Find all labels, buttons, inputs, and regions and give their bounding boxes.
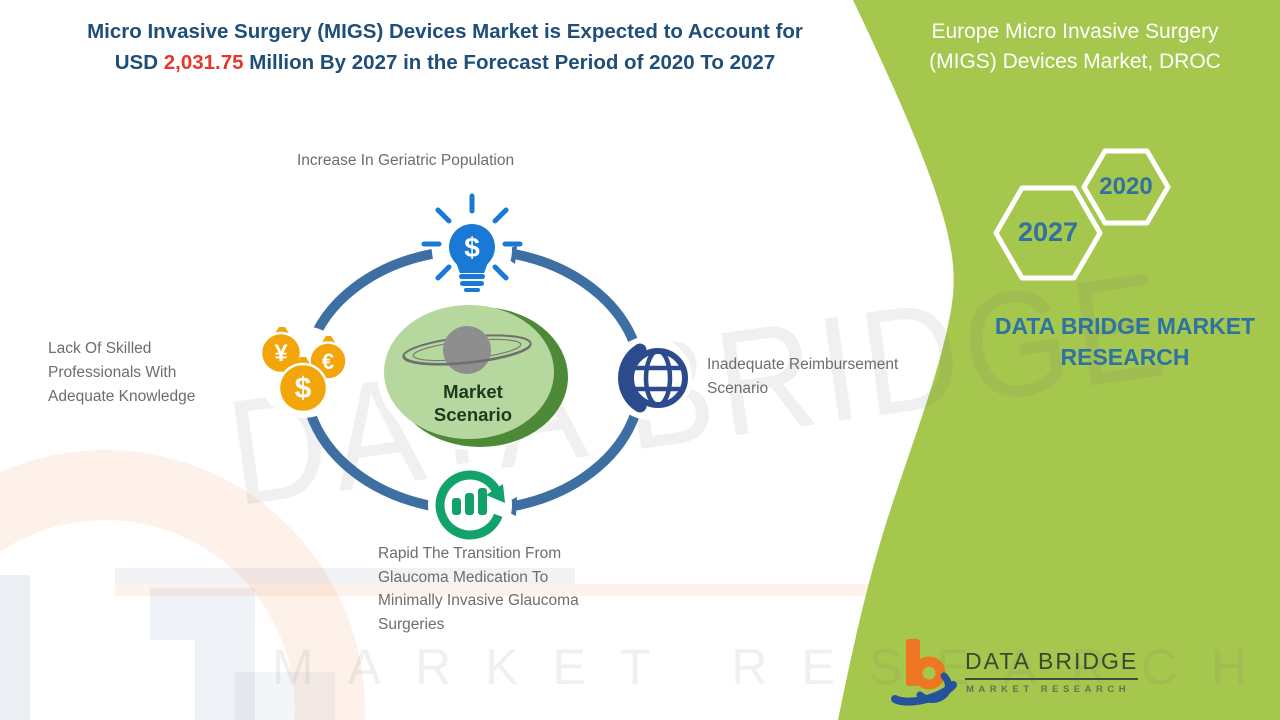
center-label-line2: Scenario <box>433 404 513 425</box>
side-panel-heading: Europe Micro Invasive Surgery (MIGS) Dev… <box>929 20 1221 73</box>
center-label-line1: Market <box>443 381 503 402</box>
factor-label-right: Inadequate Reimbursement Scenario <box>707 356 899 397</box>
brand-wordmark: DATA BRIDGE MARKET RESEARCH <box>994 313 1256 370</box>
arc-bottom-left <box>305 409 434 512</box>
title-amount: 2,031.75 <box>163 51 244 74</box>
page-title-line1: Micro Invasive Surgery (MIGS) Devices Ma… <box>87 20 803 43</box>
watermark-square-shape <box>235 672 335 720</box>
globe-phone-icon <box>618 343 688 413</box>
footer-logo-tagline: MARKET RESEARCH <box>966 684 1131 695</box>
title-suffix: Million By 2027 in the Forecast Period o… <box>249 51 776 74</box>
dollar-glyph: $ <box>464 232 480 263</box>
title-usd: USD <box>114 51 159 74</box>
hexagon-outlines <box>993 148 1171 281</box>
page-title-line2: USD 2,031.75 Million By 2027 in the Fore… <box>30 47 860 78</box>
yen-glyph: ¥ <box>274 340 288 367</box>
factor-label-left: Lack Of Skilled Professionals With Adequ… <box>48 340 196 405</box>
lightbulb-dollar-icon: $ <box>421 193 523 292</box>
growth-cycle-icon <box>435 470 505 540</box>
saturn-planet-icon <box>402 326 532 374</box>
footer-logo-name: DATA BRIDGE <box>965 648 1139 680</box>
hexagon-year-2020: 2020 <box>1099 173 1153 200</box>
hexagon-2027 <box>993 185 1103 281</box>
money-currency-icon: ¥ € $ <box>259 327 348 414</box>
arc-bottom-right <box>512 409 641 512</box>
arc-top-right <box>512 248 641 351</box>
watermark-strip-gray <box>115 568 575 584</box>
watermark-left-band <box>0 575 30 720</box>
euro-glyph: € <box>322 349 334 374</box>
dbmr-logo-icon <box>891 639 957 706</box>
page-title: Micro Invasive Surgery (MIGS) Devices Ma… <box>30 16 860 78</box>
hexagon-year-2027: 2027 <box>1017 217 1079 247</box>
watermark-orange-arc <box>0 450 365 720</box>
market-scenario-ellipse <box>377 298 569 450</box>
dollar-bag-glyph: $ <box>295 372 312 405</box>
factor-label-top: Increase In Geriatric Population <box>297 152 515 169</box>
watermark-seven-shape <box>150 588 255 720</box>
cycle-arcs <box>305 248 641 512</box>
factor-label-bottom: Rapid The Transition From Glaucoma Medic… <box>378 545 579 633</box>
watermark-bottom-text: MARKET RESEARCH <box>272 639 1280 695</box>
watermark-strip-pink <box>115 584 875 596</box>
hexagon-2020 <box>1081 148 1171 226</box>
